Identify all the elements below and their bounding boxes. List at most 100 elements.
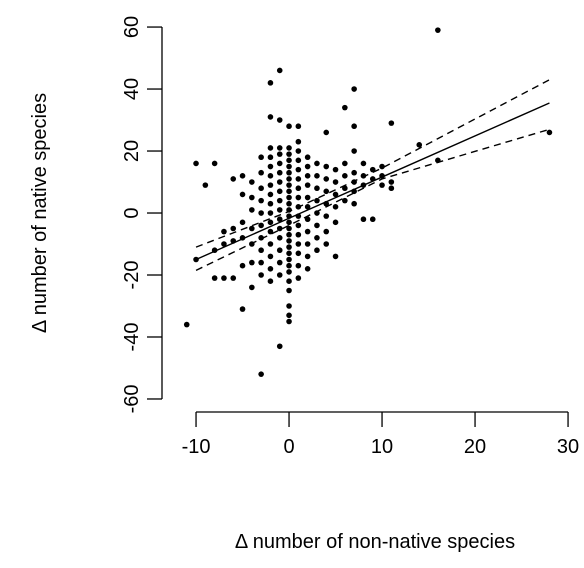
point xyxy=(276,259,283,266)
point xyxy=(314,185,320,192)
point xyxy=(258,371,264,377)
point xyxy=(295,194,302,201)
point xyxy=(286,278,292,285)
point xyxy=(388,120,395,126)
y-tick-label: -60 xyxy=(121,385,143,414)
point xyxy=(267,200,274,207)
point xyxy=(286,145,292,151)
point xyxy=(295,123,302,130)
point xyxy=(323,188,330,195)
point xyxy=(304,154,311,161)
point xyxy=(332,219,339,226)
point xyxy=(286,194,292,201)
fit-line xyxy=(195,102,550,261)
point xyxy=(267,253,274,260)
point xyxy=(286,225,292,232)
point xyxy=(249,284,255,291)
point xyxy=(360,160,367,167)
point xyxy=(267,219,274,226)
point xyxy=(249,207,255,213)
point xyxy=(332,253,339,260)
point xyxy=(286,262,292,269)
point xyxy=(435,27,441,33)
y-tick-label: -20 xyxy=(121,261,143,290)
point xyxy=(258,210,264,216)
point xyxy=(416,142,423,148)
point xyxy=(276,67,283,74)
point xyxy=(276,197,283,204)
point xyxy=(295,262,302,269)
point xyxy=(230,225,237,232)
point xyxy=(286,200,292,207)
y-tick-label: 20 xyxy=(121,140,143,162)
point xyxy=(295,148,302,154)
point xyxy=(351,169,357,176)
point xyxy=(193,256,199,263)
point xyxy=(276,169,283,176)
point xyxy=(323,176,330,182)
point xyxy=(239,173,246,179)
point xyxy=(295,241,302,247)
point xyxy=(295,250,302,257)
point xyxy=(295,157,302,164)
point xyxy=(230,176,237,182)
x-axis-label: Δ number of non-native species xyxy=(235,531,515,553)
point xyxy=(276,117,283,123)
point xyxy=(286,256,292,263)
point xyxy=(295,222,302,229)
point xyxy=(286,157,292,164)
point xyxy=(295,176,302,182)
point xyxy=(267,154,274,161)
point xyxy=(286,312,292,319)
point xyxy=(258,197,264,204)
x-tick-label: 30 xyxy=(557,436,579,458)
y-tick-label: 60 xyxy=(121,16,143,38)
point xyxy=(258,247,264,254)
point xyxy=(267,210,274,216)
point xyxy=(342,104,348,111)
point xyxy=(267,80,274,86)
point xyxy=(276,216,283,223)
point xyxy=(286,269,292,275)
point xyxy=(249,179,255,185)
point xyxy=(286,176,292,182)
y-axis-label: Δ number of native species xyxy=(29,93,51,333)
point xyxy=(304,266,311,272)
point xyxy=(295,185,302,192)
point xyxy=(351,200,357,207)
x-tick-label: 20 xyxy=(464,436,486,458)
point xyxy=(286,287,292,294)
point xyxy=(267,173,274,179)
point xyxy=(304,163,311,170)
point xyxy=(546,129,553,136)
point xyxy=(258,235,264,241)
point xyxy=(286,244,292,250)
point xyxy=(379,163,385,170)
point xyxy=(332,204,339,210)
point xyxy=(239,306,246,312)
point xyxy=(286,151,292,157)
point xyxy=(267,278,274,285)
point xyxy=(267,241,274,247)
point xyxy=(342,197,348,204)
point xyxy=(239,262,246,269)
point xyxy=(286,238,292,244)
x-tick-label: -10 xyxy=(182,436,211,458)
y-tick-label: 0 xyxy=(121,207,143,218)
point xyxy=(276,188,283,195)
point xyxy=(249,259,255,266)
point xyxy=(258,272,264,278)
point xyxy=(249,225,255,232)
point xyxy=(360,216,367,223)
point xyxy=(379,182,385,188)
point xyxy=(183,321,190,328)
point xyxy=(286,123,292,130)
point xyxy=(332,166,339,173)
point xyxy=(304,241,311,247)
y-tick-label: 40 xyxy=(121,78,143,100)
point xyxy=(211,160,218,167)
point xyxy=(276,235,283,241)
point xyxy=(323,213,330,219)
